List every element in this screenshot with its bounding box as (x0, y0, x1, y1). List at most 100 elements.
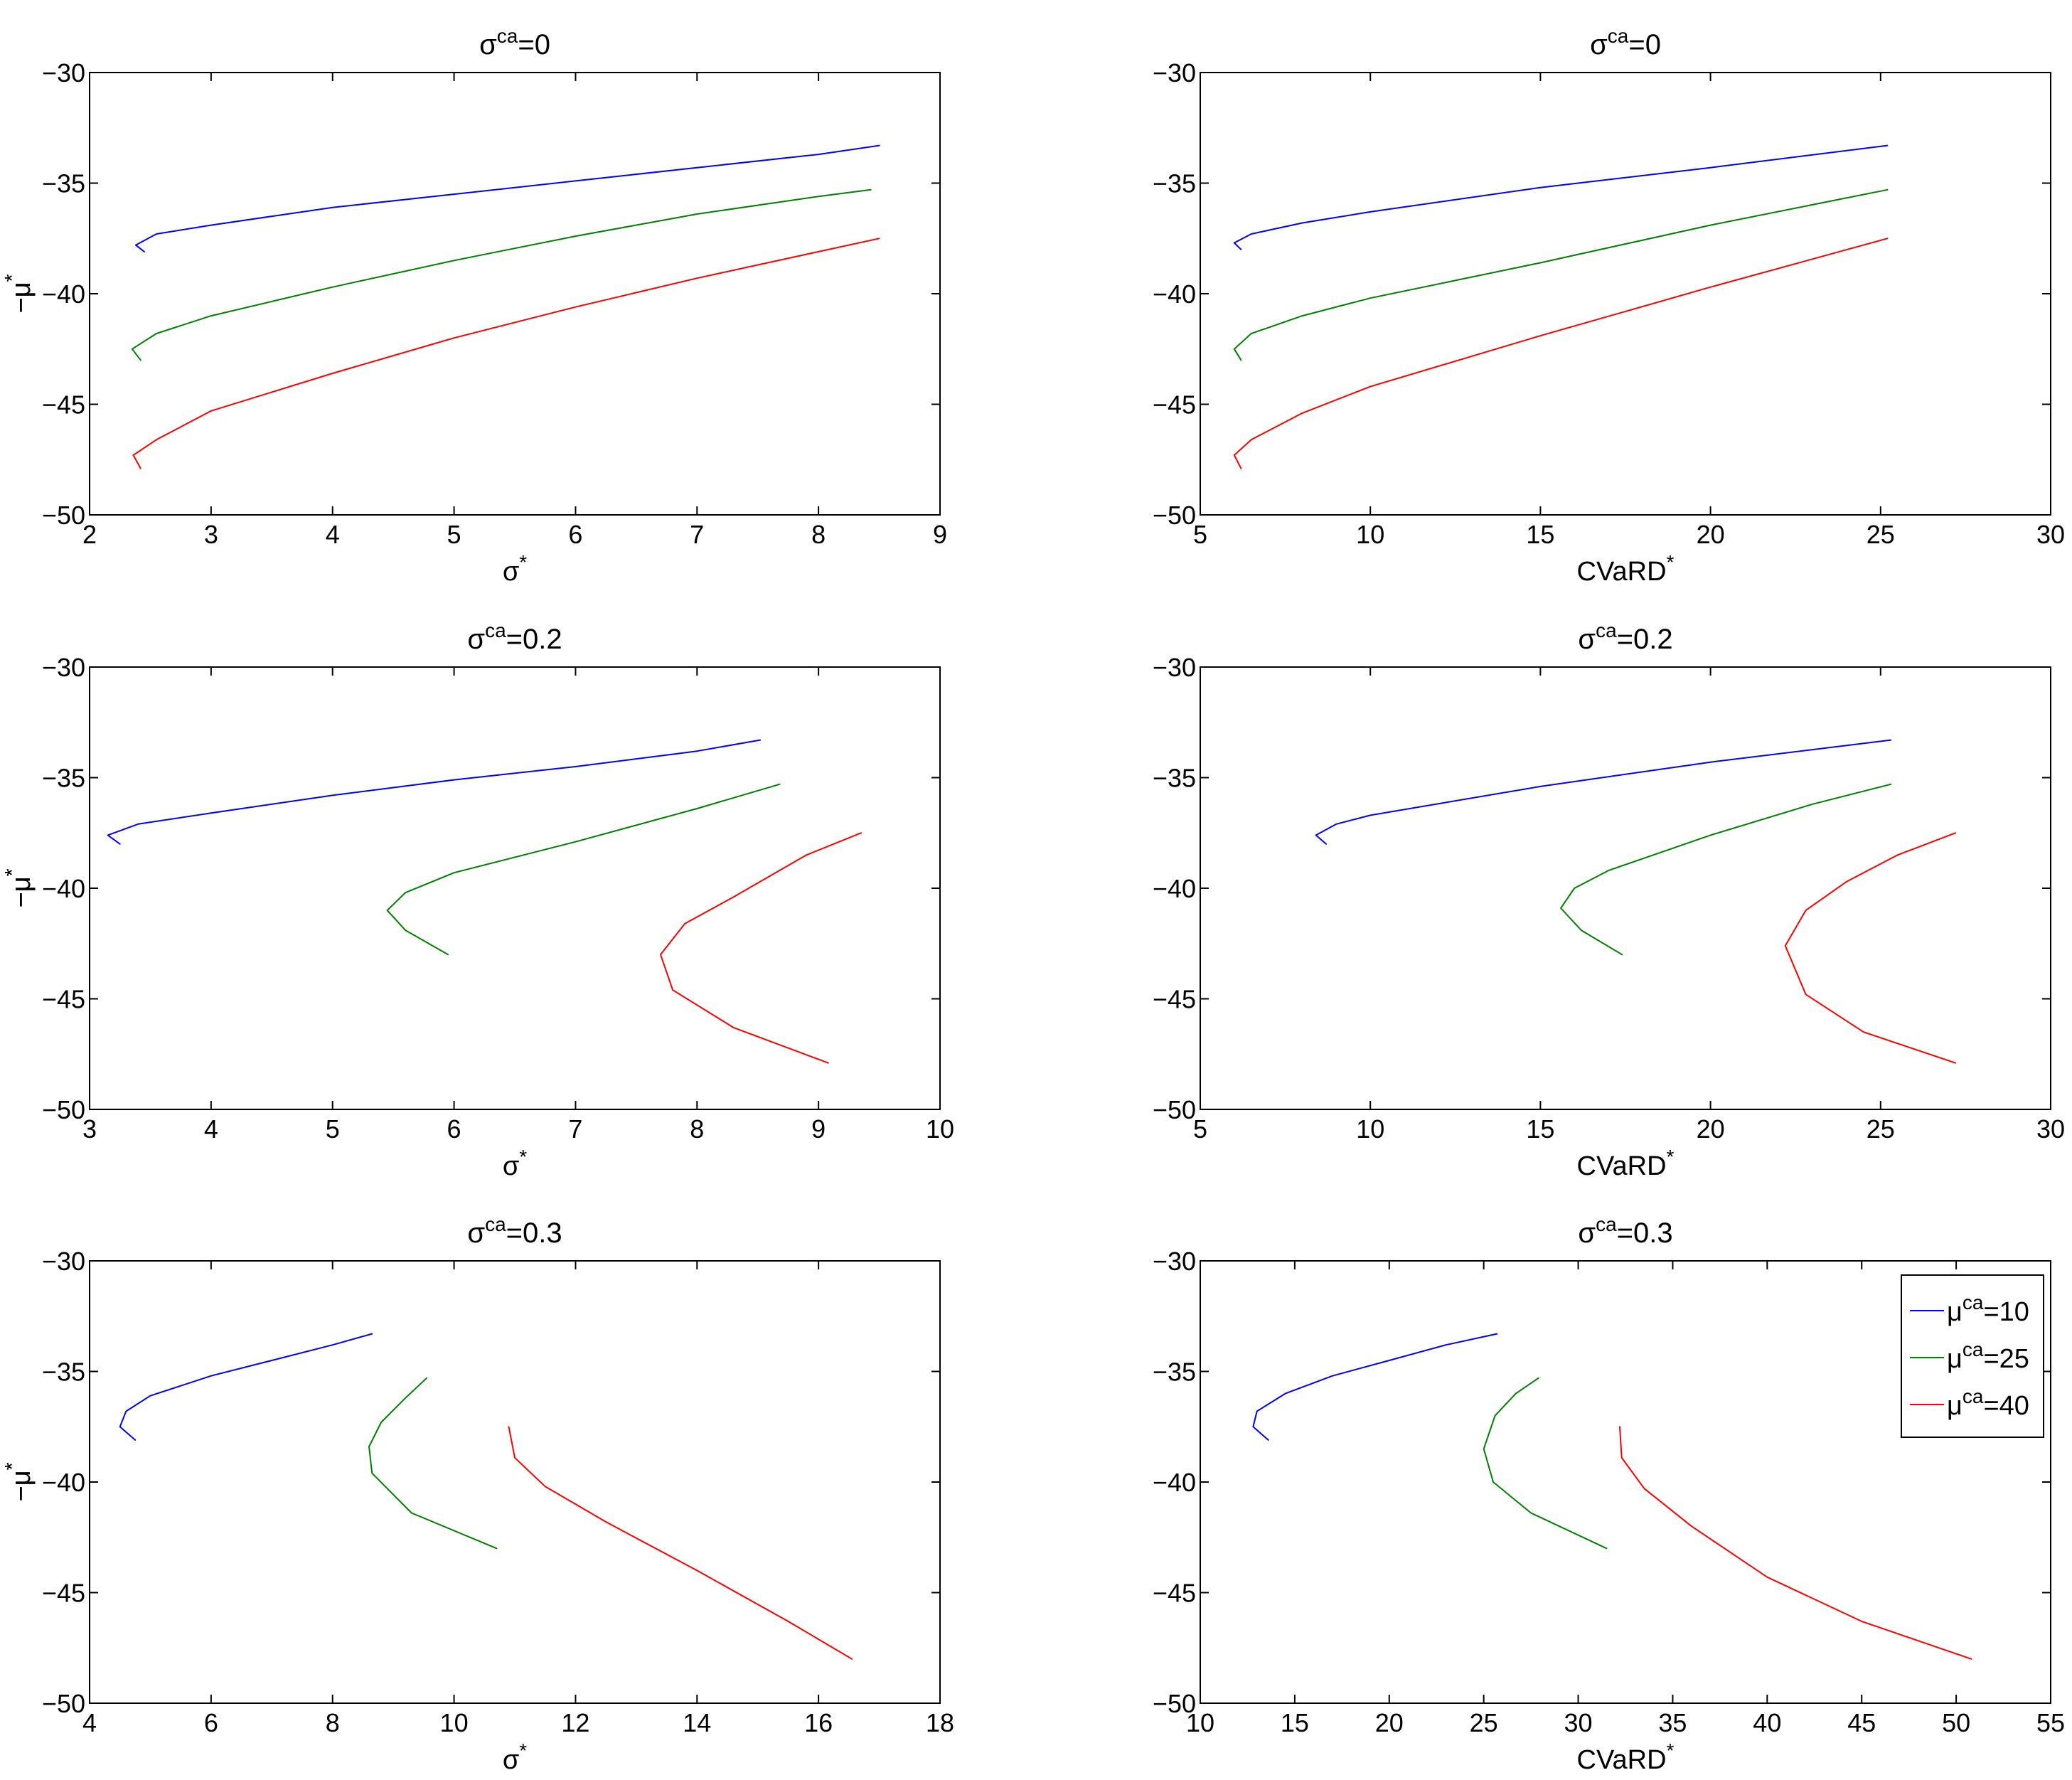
series-line-mu10 (1233, 144, 1889, 250)
x-tick-label: 10 (926, 1114, 954, 1144)
y-axis-label-sup: * (1, 868, 23, 876)
x-tick-label: 10 (1356, 1114, 1384, 1144)
x-tick-label: 30 (2036, 1114, 2065, 1144)
x-tick-label: 10 (440, 1708, 469, 1737)
series-line-mu25 (1233, 188, 1889, 361)
x-tick-label: 16 (804, 1708, 833, 1737)
x-tick-label: 7 (690, 520, 704, 549)
series-line-mu10 (134, 144, 880, 252)
x-tick-label: 5 (1193, 1114, 1207, 1144)
x-tick-label: 40 (1753, 1708, 1781, 1737)
chart-title-sup: ca (497, 25, 518, 47)
y-axis-label-base: −μ (6, 282, 36, 313)
x-tick-label: 25 (1867, 1114, 1895, 1144)
series-line-mu25 (1560, 783, 1892, 956)
chart-title: σca=0.3 (467, 1213, 562, 1249)
chart-title-rest: =0.2 (506, 624, 562, 655)
x-tick-label: 4 (204, 1114, 218, 1144)
y-tick-label: −35 (1153, 764, 1196, 793)
y-tick-label: −35 (42, 764, 85, 793)
series-line-mu25 (1483, 1377, 1608, 1550)
y-tick-label: −45 (1153, 985, 1196, 1014)
series-line-mu40 (132, 238, 880, 469)
y-tick-label: −40 (1153, 1468, 1196, 1497)
y-axis-label-base: −μ (6, 1470, 36, 1501)
legend-rest: =40 (1983, 1391, 2029, 1421)
x-axis-label-sup: * (519, 1739, 527, 1762)
x-tick-label: 35 (1658, 1708, 1687, 1737)
x-tick-label: 25 (1867, 520, 1895, 549)
series-line-mu40 (508, 1426, 853, 1660)
chart-title: σca=0 (1590, 25, 1661, 60)
legend-sym: μ (1947, 1344, 1962, 1374)
y-axis-label: −μ* (1, 274, 36, 313)
chart-title-rest: =0.3 (1617, 1217, 1673, 1249)
y-tick-label: −30 (42, 58, 85, 87)
x-axis-label: σ* (503, 1739, 527, 1775)
y-axis-label-base: −μ (6, 876, 36, 907)
y-tick-label: −35 (42, 169, 85, 198)
x-axis-label-sup: * (1667, 551, 1675, 573)
x-tick-label: 5 (326, 1114, 340, 1144)
x-tick-label: 45 (1847, 1708, 1876, 1737)
legend-label-mu10: μca=10 (1947, 1291, 2029, 1327)
y-axis-label-base: −μ (6, 1470, 36, 1501)
x-tick-label: 18 (926, 1708, 954, 1737)
series-line-mu10 (1252, 1333, 1498, 1441)
x-tick-label: 12 (561, 1708, 589, 1737)
y-tick-label: −35 (1153, 169, 1196, 198)
legend-sym: μ (1947, 1297, 1962, 1327)
series-line-mu25 (131, 188, 872, 361)
x-axis-label-sup: * (519, 1146, 527, 1168)
x-tick-label: 50 (1942, 1708, 1970, 1737)
x-tick-label: 14 (683, 1708, 711, 1737)
chart-title-rest: =0.2 (1617, 624, 1673, 655)
chart-title-sup: ca (1596, 1213, 1617, 1235)
x-tick-label: 4 (82, 1708, 97, 1737)
series-line-mu10 (1315, 739, 1892, 845)
x-tick-label: 5 (447, 520, 461, 549)
y-tick-label: −45 (42, 985, 85, 1014)
y-tick-label: −40 (42, 1468, 85, 1497)
series-line-mu40 (1233, 238, 1889, 469)
chart-title-base: σ (479, 29, 497, 60)
chart-title-sup: ca (485, 1213, 506, 1235)
y-tick-label: −45 (42, 390, 85, 420)
y-tick-label: −45 (1153, 1579, 1196, 1608)
x-tick-label: 20 (1697, 520, 1725, 549)
chart-title-base: σ (1578, 624, 1596, 655)
y-axis-label: −μ* (1, 1462, 36, 1501)
y-axis-label: −μ* (1, 274, 36, 313)
chart-title: σca=0 (479, 25, 550, 60)
x-tick-label: 30 (2036, 520, 2065, 549)
y-tick-label: −45 (1153, 390, 1196, 420)
chart-title-base: σ (467, 624, 485, 655)
y-axis-label-sup: * (1, 274, 23, 282)
chart-title: σca=0.2 (1578, 619, 1672, 655)
x-axis-label: σ* (503, 551, 527, 587)
y-axis-label-sup: * (1, 1462, 23, 1470)
y-tick-label: −30 (1153, 1247, 1196, 1276)
x-tick-label: 6 (568, 520, 582, 549)
series-line-mu10 (119, 1333, 373, 1441)
x-axis-label: CVaRD* (1577, 1146, 1675, 1181)
y-axis-label: −μ* (1, 1462, 36, 1501)
y-tick-label: −50 (42, 1689, 85, 1718)
legend-sup: ca (1962, 1291, 1984, 1313)
x-axis-label-sup: * (1667, 1146, 1675, 1168)
x-tick-label: 6 (447, 1114, 461, 1144)
x-axis-label-base: σ (503, 1745, 519, 1775)
chart-title-sup: ca (1608, 25, 1629, 47)
series-line-mu40 (660, 832, 862, 1064)
x-tick-label: 25 (1470, 1708, 1498, 1737)
x-axis-label: CVaRD* (1577, 551, 1675, 587)
x-tick-label: 9 (933, 520, 947, 549)
y-tick-label: −35 (1153, 1358, 1196, 1387)
